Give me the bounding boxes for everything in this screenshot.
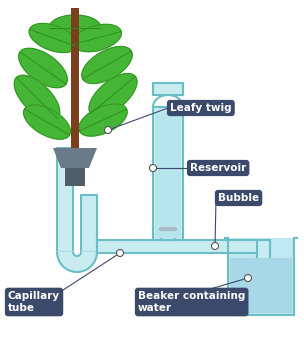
- Circle shape: [212, 242, 219, 250]
- Circle shape: [166, 227, 170, 231]
- Circle shape: [150, 164, 157, 172]
- Polygon shape: [79, 104, 127, 136]
- Text: Beaker containing
water: Beaker containing water: [138, 291, 245, 313]
- Text: Reservoir: Reservoir: [190, 163, 246, 173]
- Polygon shape: [24, 105, 71, 139]
- Bar: [153, 83, 183, 95]
- Bar: [97, 240, 270, 253]
- Bar: [161, 222, 175, 240]
- Bar: [257, 240, 270, 295]
- Bar: [71, 8, 79, 148]
- Bar: [153, 107, 183, 240]
- Polygon shape: [29, 23, 77, 53]
- Polygon shape: [65, 168, 85, 186]
- Polygon shape: [82, 46, 132, 83]
- Bar: [81, 195, 97, 252]
- Text: Capillary
tube: Capillary tube: [8, 291, 60, 313]
- Circle shape: [116, 250, 123, 257]
- Bar: [230, 258, 292, 313]
- Polygon shape: [53, 148, 97, 168]
- Circle shape: [105, 126, 112, 134]
- Polygon shape: [14, 75, 60, 121]
- Polygon shape: [19, 48, 67, 88]
- Circle shape: [169, 227, 174, 231]
- Polygon shape: [49, 15, 101, 41]
- Text: Bubble: Bubble: [218, 193, 259, 203]
- Bar: [228, 238, 294, 315]
- Circle shape: [162, 227, 167, 231]
- Bar: [57, 148, 73, 252]
- Polygon shape: [73, 24, 121, 52]
- Bar: [155, 112, 181, 238]
- Circle shape: [159, 227, 163, 231]
- Text: Leafy twig: Leafy twig: [170, 103, 232, 113]
- Circle shape: [173, 227, 177, 231]
- Circle shape: [244, 275, 251, 281]
- Polygon shape: [89, 74, 137, 117]
- Polygon shape: [57, 252, 97, 272]
